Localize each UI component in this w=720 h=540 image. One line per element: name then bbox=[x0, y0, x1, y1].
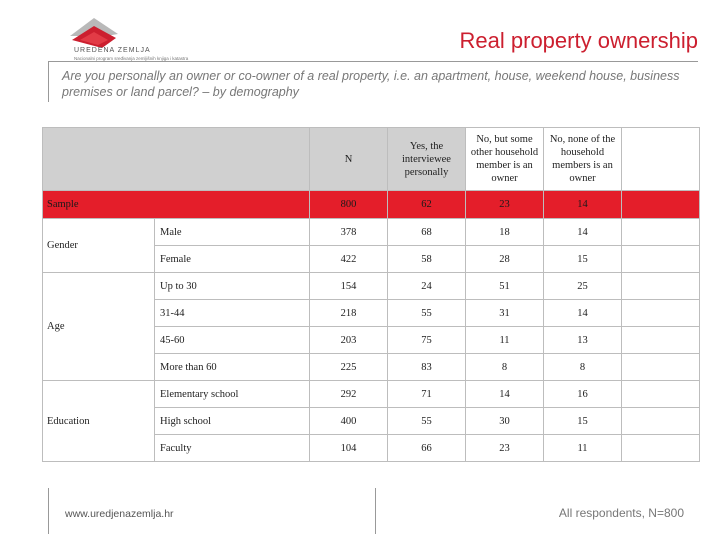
cell-value: 18 bbox=[465, 218, 544, 246]
cell-value: 154 bbox=[309, 272, 388, 300]
cell-value: 104 bbox=[309, 434, 388, 462]
empty-cell bbox=[621, 190, 700, 219]
row-label: More than 60 bbox=[154, 353, 310, 381]
row-label: Elementary school bbox=[154, 380, 310, 408]
demography-table: N Yes, the interviewee personally No, bu… bbox=[42, 127, 700, 462]
cell-value: 75 bbox=[387, 326, 466, 354]
cell-value: 14 bbox=[543, 190, 622, 219]
respondents-note: All respondents, N=800 bbox=[558, 506, 684, 520]
cell-value: 28 bbox=[465, 245, 544, 273]
header-cell-none: No, none of the household members is an … bbox=[543, 127, 622, 191]
header-cell-n: N bbox=[309, 127, 388, 191]
cell-value: 14 bbox=[465, 380, 544, 408]
cell-value: 16 bbox=[543, 380, 622, 408]
empty-cell bbox=[621, 353, 700, 381]
empty-cell bbox=[621, 380, 700, 408]
cell-value: 23 bbox=[465, 190, 544, 219]
cell-value: 83 bbox=[387, 353, 466, 381]
table-row: Education Elementary school 292 71 14 16 bbox=[42, 380, 700, 462]
header-cell-yes-personally: Yes, the interviewee personally bbox=[387, 127, 466, 191]
table-row: Gender Male 378 68 18 14 bbox=[42, 218, 700, 273]
row-label: 31-44 bbox=[154, 299, 310, 327]
row-label: 45-60 bbox=[154, 326, 310, 354]
cell-value: 55 bbox=[387, 299, 466, 327]
row-label: High school bbox=[154, 407, 310, 435]
group-label-gender: Gender bbox=[42, 218, 155, 273]
cell-value: 14 bbox=[543, 299, 622, 327]
table-row: Age Up to 30 154 24 51 25 bbox=[42, 272, 700, 381]
cell-value: 71 bbox=[387, 380, 466, 408]
cell-value: 14 bbox=[543, 218, 622, 246]
cell-value: 62 bbox=[387, 190, 466, 219]
empty-cell bbox=[621, 326, 700, 354]
cell-value: 58 bbox=[387, 245, 466, 273]
cell-value: 8 bbox=[465, 353, 544, 381]
empty-cell bbox=[621, 218, 700, 246]
cell-value: 203 bbox=[309, 326, 388, 354]
logo-name: UREDENA ZEMLJA bbox=[74, 47, 151, 54]
cell-value: 13 bbox=[543, 326, 622, 354]
row-label: Faculty bbox=[154, 434, 310, 462]
footer-divider-left bbox=[48, 488, 49, 534]
header-blank-cell bbox=[42, 127, 310, 191]
cell-value: 30 bbox=[465, 407, 544, 435]
cell-value: 15 bbox=[543, 245, 622, 273]
cell-value: 23 bbox=[465, 434, 544, 462]
cell-value: 218 bbox=[309, 299, 388, 327]
cell-value: 31 bbox=[465, 299, 544, 327]
cell-value: 8 bbox=[543, 353, 622, 381]
website-link[interactable]: www.uredjenazemlja.hr bbox=[65, 508, 174, 520]
cell-value: 68 bbox=[387, 218, 466, 246]
sample-row: Sample 800 62 23 14 bbox=[42, 190, 700, 219]
cell-value: 422 bbox=[309, 245, 388, 273]
cell-value: 66 bbox=[387, 434, 466, 462]
cell-value: 25 bbox=[543, 272, 622, 300]
header-cell-other-member: No, but some other household member is a… bbox=[465, 127, 544, 191]
group-label-education: Education bbox=[42, 380, 155, 462]
empty-cell bbox=[621, 299, 700, 327]
header-row: N Yes, the interviewee personally No, bu… bbox=[42, 127, 700, 191]
cell-value: 11 bbox=[543, 434, 622, 462]
row-label-sample: Sample bbox=[42, 190, 310, 219]
cell-value: 55 bbox=[387, 407, 466, 435]
table-row: More than 60 225 83 8 8 bbox=[43, 353, 700, 381]
row-label: Female bbox=[154, 245, 310, 273]
cell-value: 11 bbox=[465, 326, 544, 354]
title-divider bbox=[48, 61, 698, 62]
row-label: Male bbox=[154, 218, 310, 246]
empty-cell bbox=[621, 272, 700, 300]
footer-divider-center bbox=[375, 488, 376, 534]
cell-value: 800 bbox=[309, 190, 388, 219]
cell-value: 51 bbox=[465, 272, 544, 300]
cell-value: 378 bbox=[309, 218, 388, 246]
row-label: Up to 30 bbox=[154, 272, 310, 300]
group-label-age: Age bbox=[42, 272, 155, 381]
logo-icon bbox=[70, 18, 118, 48]
table-row: 45-60 203 75 11 13 bbox=[43, 326, 700, 354]
empty-cell bbox=[621, 434, 700, 462]
empty-cell bbox=[621, 407, 700, 435]
cell-value: 292 bbox=[309, 380, 388, 408]
page-subtitle: Are you personally an owner or co-owner … bbox=[62, 69, 680, 99]
empty-cell bbox=[621, 245, 700, 273]
logo-tagline: Nacionalni program sređivanja zemljišnih… bbox=[74, 56, 189, 61]
cell-value: 24 bbox=[387, 272, 466, 300]
cell-value: 400 bbox=[309, 407, 388, 435]
table-row: Faculty 104 66 23 11 bbox=[43, 434, 700, 462]
cell-value: 225 bbox=[309, 353, 388, 381]
cell-value: 15 bbox=[543, 407, 622, 435]
page-title: Real property ownership bbox=[459, 28, 698, 53]
left-accent-line bbox=[48, 62, 49, 102]
header-empty-cell bbox=[621, 127, 700, 191]
